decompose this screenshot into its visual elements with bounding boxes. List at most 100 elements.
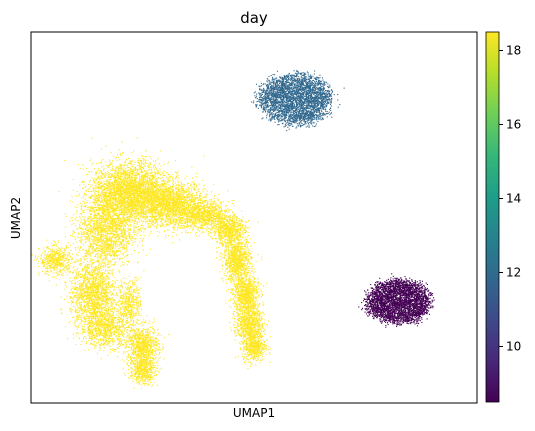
scatter-point (385, 291, 386, 292)
scatter-point (314, 70, 315, 71)
scatter-point (388, 308, 389, 309)
scatter-point (368, 304, 369, 305)
scatter-point (393, 281, 394, 282)
scatter-point (415, 317, 416, 318)
scatter-point (370, 313, 371, 314)
scatter-point (374, 296, 375, 297)
scatter-point (277, 83, 278, 84)
scatter-point (306, 76, 307, 77)
scatter-point (412, 318, 413, 319)
scatter-point (421, 322, 422, 323)
scatter-point (307, 88, 308, 89)
scatter-point (396, 291, 397, 292)
scatter-point (405, 310, 406, 311)
scatter-point (255, 104, 256, 105)
scatter-point (290, 113, 291, 114)
scatter-point (396, 326, 397, 327)
scatter-point (409, 282, 410, 283)
scatter-point (382, 300, 383, 301)
scatter-point (408, 292, 409, 293)
scatter-point (300, 104, 301, 105)
scatter-point (390, 317, 391, 318)
scatter-point (368, 292, 369, 293)
scatter-point (294, 75, 295, 76)
scatter-point (274, 74, 275, 75)
scatter-point (395, 286, 396, 287)
scatter-point (390, 280, 391, 281)
scatter-point (367, 296, 368, 297)
scatter-point (416, 323, 417, 324)
scatter-point (312, 125, 313, 126)
scatter-point (377, 289, 378, 290)
scatter-point (398, 322, 399, 323)
scatter-point (421, 292, 422, 293)
scatter-point (285, 121, 286, 122)
scatter-point (365, 299, 366, 300)
scatter-point (386, 298, 387, 299)
scatter-point (390, 312, 391, 313)
scatter-point (399, 304, 400, 305)
scatter-point (316, 81, 317, 82)
scatter-point (419, 316, 420, 317)
scatter-point (385, 308, 386, 309)
scatter-point (373, 314, 374, 315)
scatter-point (371, 308, 372, 309)
scatter-point (399, 318, 400, 319)
scatter-point (412, 289, 413, 290)
scatter-point (418, 302, 419, 303)
scatter-point (309, 108, 310, 109)
scatter-point (376, 305, 377, 306)
scatter-point (399, 309, 400, 310)
scatter-point (409, 283, 410, 284)
scatter-point (383, 311, 384, 312)
scatter-point (416, 294, 417, 295)
scatter-point (384, 317, 385, 318)
scatter-point (409, 310, 410, 311)
scatter-point (380, 298, 381, 299)
scatter-point (383, 290, 384, 291)
scatter-point (416, 300, 417, 301)
scatter-point (381, 284, 382, 285)
scatter-point (385, 302, 386, 303)
scatter-point (412, 281, 413, 282)
scatter-point (397, 313, 398, 314)
scatter-point (254, 95, 255, 96)
scatter-point (403, 302, 404, 303)
scatter-point (403, 310, 404, 311)
scatter-point (369, 297, 370, 298)
scatter-point (416, 302, 417, 303)
scatter-point (390, 294, 391, 295)
scatter-point (381, 307, 382, 308)
scatter-point (366, 308, 367, 309)
scatter-point (386, 303, 387, 304)
scatter-point (266, 90, 267, 91)
scatter-point (276, 84, 277, 85)
scatter-point (398, 310, 399, 311)
scatter-point (295, 83, 296, 84)
scatter-point (324, 103, 325, 104)
scatter-point (400, 301, 401, 302)
scatter-point (397, 316, 398, 317)
scatter-point (316, 119, 317, 120)
scatter-point (430, 307, 431, 308)
scatter-point (399, 282, 400, 283)
scatter-point (403, 319, 404, 320)
scatter-point (302, 75, 303, 76)
scatter-point (381, 312, 382, 313)
scatter-point (413, 307, 414, 308)
scatter-point (420, 285, 421, 286)
scatter-point (413, 284, 414, 285)
scatter-point (318, 101, 319, 102)
scatter-point (410, 285, 411, 286)
scatter-point (379, 296, 380, 297)
scatter-point (281, 113, 282, 114)
scatter-point (290, 84, 291, 85)
scatter-point (391, 273, 392, 274)
scatter-point (390, 284, 391, 285)
scatter-point (399, 287, 400, 288)
scatter-point (382, 299, 383, 300)
scatter-point (397, 287, 398, 288)
scatter-point (420, 300, 421, 301)
scatter-point (279, 115, 280, 116)
scatter-point (397, 289, 398, 290)
